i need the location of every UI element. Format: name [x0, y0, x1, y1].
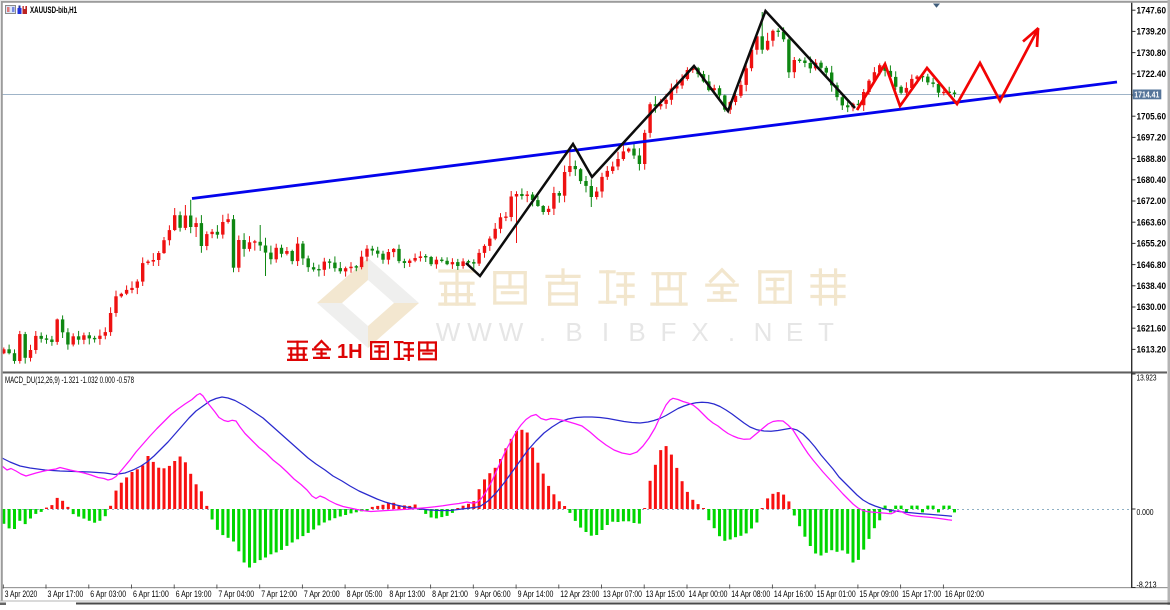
svg-text:F: F — [661, 317, 677, 347]
svg-text:T: T — [818, 317, 834, 347]
svg-text:1613.20: 1613.20 — [1137, 345, 1167, 355]
svg-text:6 Apr 11:00: 6 Apr 11:00 — [133, 589, 169, 599]
svg-text:8 Apr 21:00: 8 Apr 21:00 — [432, 589, 468, 599]
svg-text:1697.20: 1697.20 — [1137, 133, 1167, 143]
svg-text:13.923: 13.923 — [1137, 373, 1157, 383]
svg-text:1630.00: 1630.00 — [1137, 302, 1167, 312]
svg-text:.: . — [728, 317, 735, 347]
svg-text:1739.20: 1739.20 — [1137, 27, 1167, 37]
svg-text:7 Apr 20:00: 7 Apr 20:00 — [304, 589, 340, 599]
svg-text:1688.80: 1688.80 — [1137, 154, 1167, 164]
svg-text:1655.20: 1655.20 — [1137, 239, 1167, 249]
svg-text:1672.00: 1672.00 — [1137, 196, 1167, 206]
svg-text:W: W — [467, 317, 492, 347]
svg-text:1714.41: 1714.41 — [1134, 89, 1159, 99]
svg-text:1680.40: 1680.40 — [1137, 175, 1167, 185]
svg-text:1663.60: 1663.60 — [1137, 217, 1167, 227]
svg-text:14 Apr 16:00: 14 Apr 16:00 — [774, 589, 813, 599]
svg-text:12 Apr 23:00: 12 Apr 23:00 — [560, 589, 599, 599]
svg-text:1646.80: 1646.80 — [1137, 260, 1167, 270]
svg-text:N: N — [754, 317, 773, 347]
svg-text:16 Apr 02:00: 16 Apr 02:00 — [945, 589, 984, 599]
svg-text:XAUUSD-bib,H1: XAUUSD-bib,H1 — [30, 5, 77, 15]
svg-text:6 Apr 19:00: 6 Apr 19:00 — [176, 589, 212, 599]
svg-text:7 Apr 04:00: 7 Apr 04:00 — [218, 589, 254, 599]
svg-text:1722.40: 1722.40 — [1137, 69, 1167, 79]
svg-text:13 Apr 07:00: 13 Apr 07:00 — [603, 589, 642, 599]
svg-text:7 Apr 12:00: 7 Apr 12:00 — [261, 589, 297, 599]
svg-text:I: I — [602, 317, 609, 347]
svg-text:MACD_DU(12,26,9) -1.321 -1.032: MACD_DU(12,26,9) -1.321 -1.032 0.000 -0.… — [5, 375, 134, 385]
svg-text:8 Apr 05:00: 8 Apr 05:00 — [347, 589, 383, 599]
svg-text:W: W — [436, 317, 461, 347]
svg-text:13 Apr 15:00: 13 Apr 15:00 — [646, 589, 685, 599]
svg-text:1621.60: 1621.60 — [1137, 323, 1167, 333]
svg-text:8 Apr 13:00: 8 Apr 13:00 — [389, 589, 425, 599]
svg-text:3 Apr 17:00: 3 Apr 17:00 — [48, 589, 84, 599]
svg-text:15 Apr 09:00: 15 Apr 09:00 — [859, 589, 898, 599]
svg-text:3 Apr 2020: 3 Apr 2020 — [5, 589, 38, 599]
svg-text:1705.60: 1705.60 — [1137, 111, 1167, 121]
svg-text:9 Apr 14:00: 9 Apr 14:00 — [518, 589, 554, 599]
svg-text:B: B — [628, 317, 645, 347]
svg-text:0.000: 0.000 — [1137, 507, 1154, 517]
svg-text:-8.213: -8.213 — [1137, 580, 1157, 590]
svg-text:E: E — [786, 317, 803, 347]
svg-text:14 Apr 08:00: 14 Apr 08:00 — [731, 589, 770, 599]
svg-text:1638.40: 1638.40 — [1137, 281, 1167, 291]
svg-text:15 Apr 17:00: 15 Apr 17:00 — [902, 589, 941, 599]
svg-text:14 Apr 00:00: 14 Apr 00:00 — [689, 589, 728, 599]
svg-text:9 Apr 06:00: 9 Apr 06:00 — [475, 589, 511, 599]
svg-text:W: W — [499, 317, 524, 347]
svg-text:B: B — [565, 317, 582, 347]
svg-text:6 Apr 03:00: 6 Apr 03:00 — [90, 589, 126, 599]
svg-text:15 Apr 01:00: 15 Apr 01:00 — [817, 589, 856, 599]
svg-text:1747.60: 1747.60 — [1137, 5, 1167, 15]
svg-text:.: . — [539, 317, 546, 347]
svg-text:X: X — [691, 317, 708, 347]
svg-text:1H: 1H — [337, 341, 363, 363]
svg-text:1730.80: 1730.80 — [1137, 48, 1167, 58]
